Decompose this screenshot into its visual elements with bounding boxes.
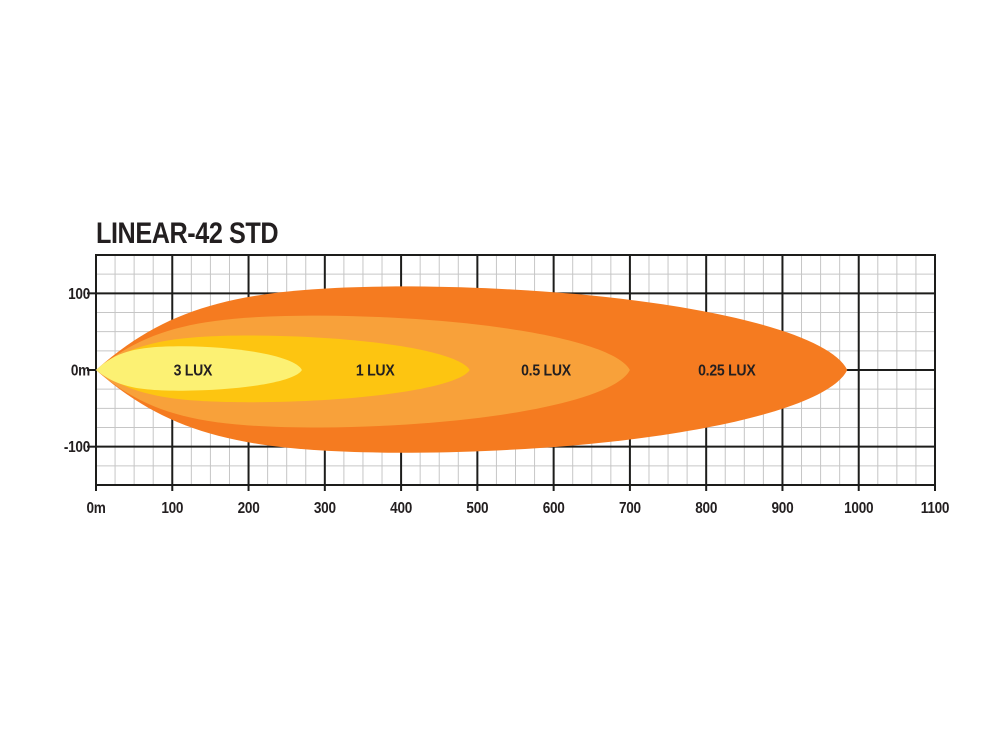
x-tick-label: 0m xyxy=(86,500,105,517)
chart-title: LINEAR-42 STD xyxy=(96,217,279,250)
lux-value-label: 3 LUX xyxy=(174,362,213,380)
x-tick-label: 1000 xyxy=(844,500,873,517)
lux-value-label: 0.5 LUX xyxy=(521,362,571,380)
x-tick-label: 500 xyxy=(466,500,488,517)
y-tick-label: 100 xyxy=(68,286,90,303)
lux-value-label: 0.25 LUX xyxy=(698,362,756,380)
beam-contour-3-lux xyxy=(96,346,302,391)
x-tick-label: 200 xyxy=(238,500,260,517)
lux-value-label: 1 LUX xyxy=(356,362,395,380)
x-tick-label: 900 xyxy=(772,500,794,517)
x-tick-label: 600 xyxy=(543,500,565,517)
x-tick-label: 700 xyxy=(619,500,641,517)
x-tick-label: 800 xyxy=(695,500,717,517)
y-tick-label: -100 xyxy=(64,439,90,456)
y-tick-label: 0m xyxy=(71,363,90,380)
x-tick-label: 300 xyxy=(314,500,336,517)
x-tick-label: 400 xyxy=(390,500,412,517)
x-tick-label: 1100 xyxy=(921,500,949,517)
x-tick-label: 100 xyxy=(161,500,183,517)
